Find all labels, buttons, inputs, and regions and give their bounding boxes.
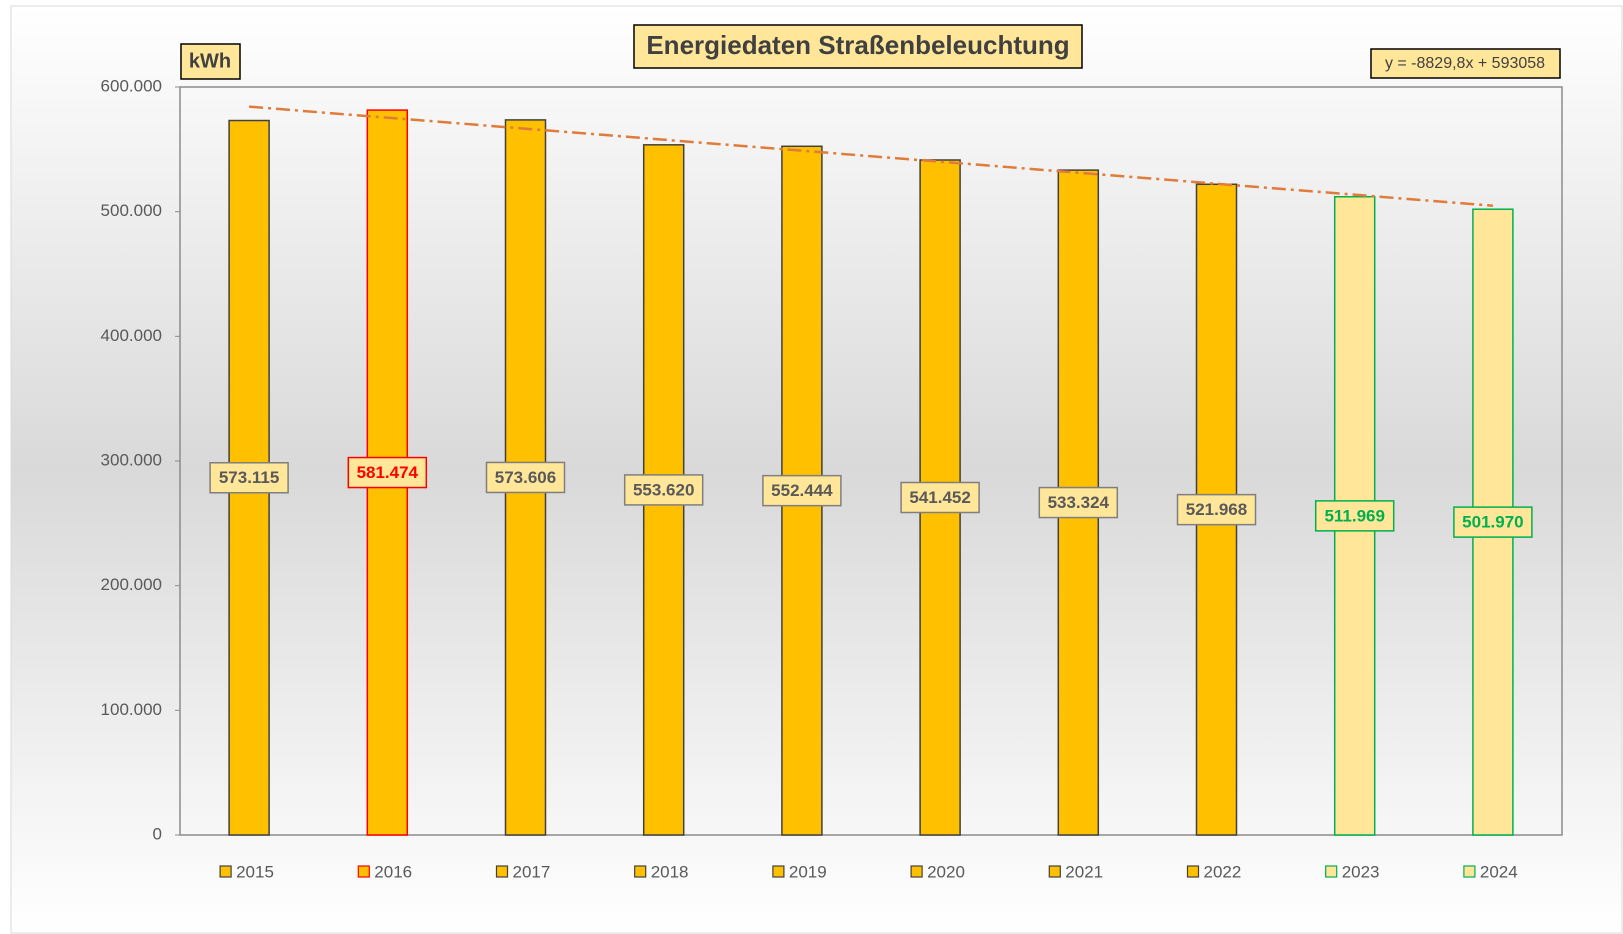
value-label-box <box>623 474 704 506</box>
trendline-label-box <box>1370 48 1561 79</box>
y-tick-label: 300.000 <box>101 450 162 469</box>
y-tick-label: 200.000 <box>101 575 162 594</box>
value-label-box <box>1453 506 1533 538</box>
legend-swatch <box>357 865 370 878</box>
legend-swatch <box>1048 865 1061 878</box>
legend-label: 2015 <box>236 862 274 881</box>
y-tick-label: 600.000 <box>101 76 162 95</box>
legend-swatch <box>219 865 232 878</box>
y-label-box <box>180 43 241 80</box>
y-tick-label: 400.000 <box>101 326 162 345</box>
value-label-box <box>900 481 980 514</box>
legend-label: 2017 <box>513 862 551 881</box>
legend-swatch <box>634 865 647 878</box>
value-label: 533.324 <box>1048 493 1110 512</box>
legend-label: 2023 <box>1342 862 1380 881</box>
value-label: 521.968 <box>1186 500 1247 519</box>
value-label: 541.452 <box>909 488 970 507</box>
legend-label: 2016 <box>374 862 412 881</box>
legend-label: 2019 <box>789 862 827 881</box>
title-box <box>633 24 1083 69</box>
legend-swatch <box>910 865 923 878</box>
y-axis-label: kWh <box>189 50 231 72</box>
y-tick-label: 0 <box>153 824 162 843</box>
value-label-box <box>1038 486 1119 519</box>
legend-swatch <box>1186 865 1200 878</box>
legend-label: 2018 <box>651 862 689 881</box>
value-label-box <box>209 462 289 494</box>
value-label-box <box>1314 500 1395 532</box>
value-label: 581.474 <box>357 463 419 482</box>
value-label: 573.115 <box>219 468 280 487</box>
y-tick-label: 500.000 <box>101 201 162 220</box>
value-label: 573.606 <box>495 468 556 487</box>
y-tick-label: 100.000 <box>101 700 162 719</box>
legend-label: 2022 <box>1204 862 1242 881</box>
trendline <box>249 105 1493 207</box>
value-label-box <box>1176 493 1257 526</box>
value-label-box <box>347 456 428 489</box>
legend-swatch <box>495 865 509 878</box>
legend-label: 2021 <box>1065 862 1103 881</box>
value-label: 553.620 <box>633 480 694 499</box>
legend-label: 2020 <box>927 862 965 881</box>
value-label-box <box>762 474 842 507</box>
legend-swatch <box>1325 865 1338 878</box>
value-label: 511.969 <box>1324 506 1385 525</box>
trendline-label: y = -8829,8x + 593058 <box>1385 55 1545 72</box>
legend-swatch <box>772 865 785 878</box>
legend-swatch <box>1463 865 1476 878</box>
legend-label: 2024 <box>1480 862 1518 881</box>
value-label: 552.444 <box>771 481 833 500</box>
value-label-box <box>485 461 566 494</box>
chart-title: Energiedaten Straßenbeleuchtung <box>646 30 1069 60</box>
value-label: 501.970 <box>1462 513 1523 532</box>
